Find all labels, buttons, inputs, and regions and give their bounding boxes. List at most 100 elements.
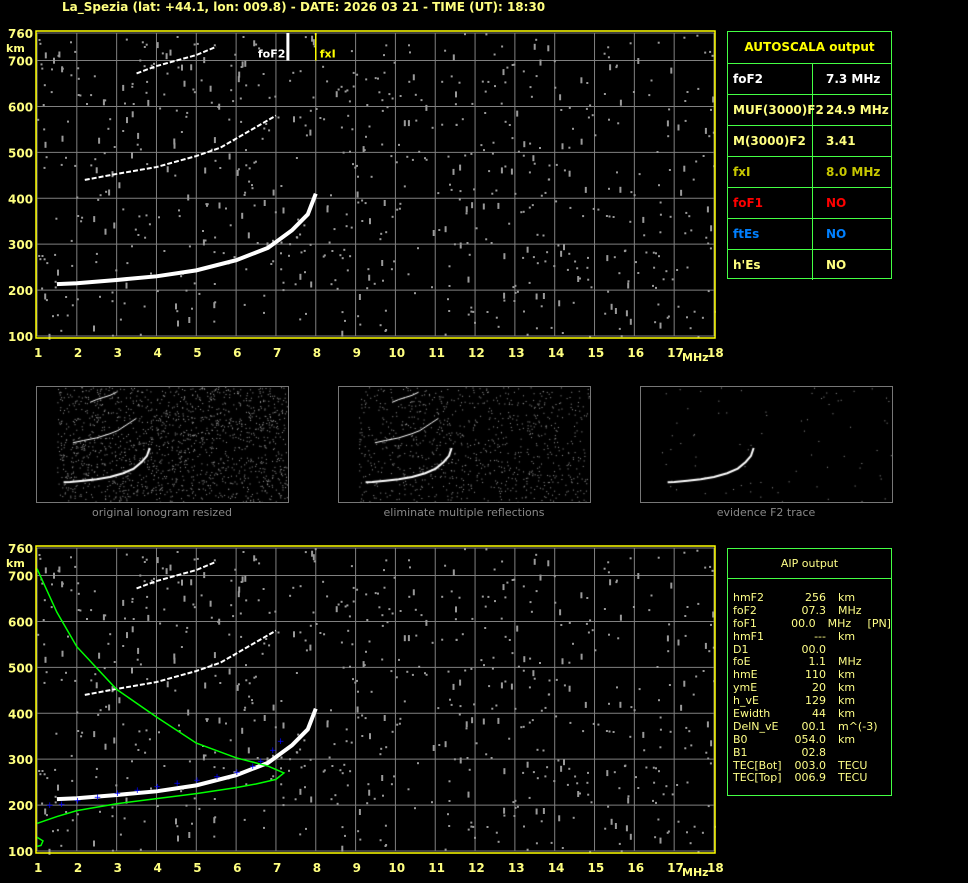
noise-dot <box>146 678 149 681</box>
noise-dot <box>43 258 46 261</box>
noise-dot <box>414 807 416 810</box>
noise-dot <box>676 269 679 271</box>
noise-dot <box>470 821 473 824</box>
noise-dot <box>98 652 101 659</box>
noise-dot <box>193 558 196 561</box>
x-tick-label: 5 <box>193 861 201 875</box>
noise-dot <box>363 149 366 152</box>
noise-dot <box>42 104 45 106</box>
noise-dot <box>493 568 496 571</box>
noise-dot <box>377 77 379 80</box>
noise-dot <box>707 757 710 760</box>
noise-dot <box>248 695 251 698</box>
aip-ionogram: + + + + + + + + + + +++++1 2 3 4 5 6 7 8 9 10 11 12 13 14 15 16 17… <box>6 542 724 879</box>
noise-dot <box>234 53 237 56</box>
noise-dot <box>511 64 514 66</box>
noise-dot <box>539 147 541 149</box>
noise-dot <box>356 164 358 167</box>
noise-dot <box>412 74 415 81</box>
noise-dot <box>361 220 364 222</box>
noise-dot <box>420 99 423 102</box>
noise-dot <box>690 229 693 232</box>
noise-dot <box>548 164 551 167</box>
noise-dot <box>529 657 532 660</box>
noise-dot <box>684 747 687 750</box>
noise-dot <box>174 174 177 177</box>
noise-dot <box>357 830 360 833</box>
noise-dot <box>501 560 504 563</box>
noise-dot <box>659 746 662 749</box>
noise-dot <box>323 254 326 257</box>
noise-dot <box>357 175 359 178</box>
noise-dot <box>414 93 417 96</box>
noise-dot <box>326 721 329 728</box>
noise-dot <box>508 737 511 740</box>
noise-dot <box>704 51 707 54</box>
noise-dot <box>147 99 150 106</box>
param-value: --- <box>814 629 826 643</box>
noise-dot <box>677 639 680 646</box>
noise-dot <box>560 250 563 257</box>
noise-dot <box>373 282 376 285</box>
param-name: hmF2 <box>733 591 765 604</box>
noise-dot <box>108 704 111 711</box>
noise-dot <box>467 791 470 798</box>
noise-dot <box>453 243 456 246</box>
noise-dot <box>468 768 471 771</box>
noise-dot <box>381 99 384 102</box>
noise-dot <box>341 311 344 314</box>
noise-dot <box>193 797 196 800</box>
noise-dot <box>635 261 637 264</box>
param-unit: km <box>838 732 856 746</box>
noise-dot <box>465 212 468 215</box>
noise-dot <box>54 253 57 256</box>
noise-dot <box>530 610 533 613</box>
noise-dot <box>213 251 216 254</box>
noise-dot <box>94 158 97 161</box>
noise-dot <box>77 730 80 732</box>
noise-dot <box>574 260 577 263</box>
noise-dot <box>637 573 640 579</box>
noise-dot <box>188 832 191 838</box>
noise-dot <box>684 119 687 122</box>
noise-dot <box>470 152 473 155</box>
noise-dot <box>186 626 189 629</box>
noise-dot <box>144 751 147 754</box>
noise-dot <box>309 758 312 761</box>
noise-dot <box>576 267 579 270</box>
x-tick-label: 11 <box>428 346 445 360</box>
noise-dot <box>487 595 490 598</box>
param-value: 1.1 <box>808 655 827 669</box>
autoscala-row: fxI 8.0 MHz <box>728 157 891 188</box>
noise-dot <box>587 278 590 281</box>
noise-dot <box>464 33 466 36</box>
noise-dot <box>175 818 177 825</box>
noise-dot <box>577 791 580 797</box>
noise-dot <box>41 770 44 772</box>
noise-dot <box>349 255 352 258</box>
noise-dot <box>500 102 503 105</box>
noise-dot <box>115 269 118 272</box>
noise-dot <box>648 94 651 97</box>
noise-dot <box>282 281 285 284</box>
noise-dot <box>680 704 683 711</box>
noise-dot <box>295 672 298 674</box>
noise-dot <box>289 243 292 246</box>
noise-dot <box>444 49 447 52</box>
noise-dot <box>482 203 485 210</box>
noise-dot <box>280 700 283 702</box>
noise-dot <box>347 114 350 117</box>
noise-dot <box>701 831 704 834</box>
noise-dot <box>176 310 179 313</box>
noise-dot <box>107 642 110 645</box>
noise-dot <box>37 633 40 636</box>
noise-dot <box>618 787 621 790</box>
noise-dot <box>268 644 271 647</box>
noise-dot <box>654 836 657 839</box>
noise-dot <box>503 814 506 817</box>
y-tick-label: 500 <box>8 661 33 675</box>
noise-dot <box>474 321 476 324</box>
aip-row: foE 1.1 MHz <box>728 655 891 669</box>
noise-dot <box>486 826 489 828</box>
noise-dot <box>53 57 55 64</box>
